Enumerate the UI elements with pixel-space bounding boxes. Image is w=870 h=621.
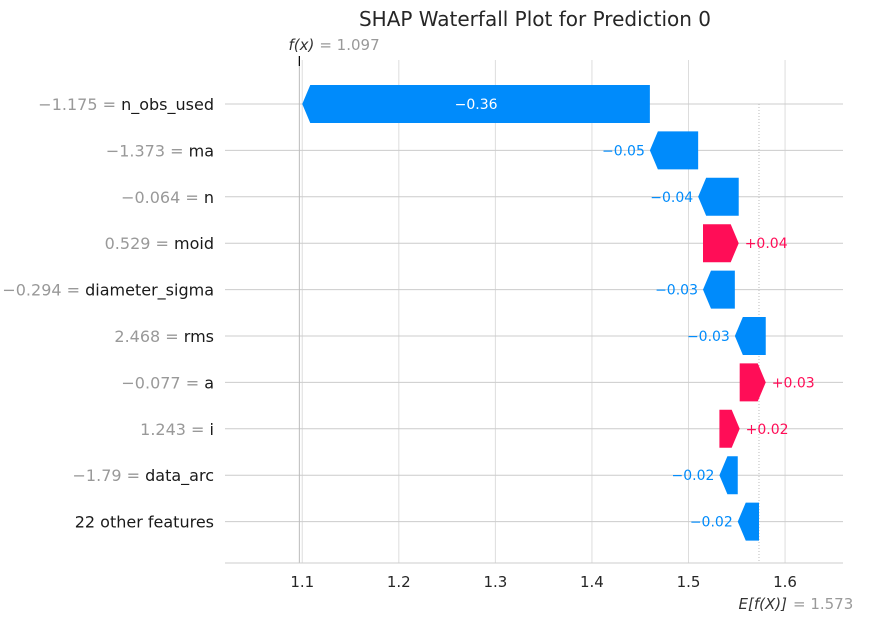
feature-name: rms xyxy=(184,327,214,346)
x-tick-label: 1.5 xyxy=(677,573,701,591)
feature-name: n xyxy=(204,188,214,207)
waterfall-bar-positive xyxy=(719,409,740,448)
efx-value: = 1.573 xyxy=(793,595,853,613)
bar-value-label: +0.04 xyxy=(745,236,788,252)
x-tick-label: 1.2 xyxy=(387,573,411,591)
feature-name: 22 other features xyxy=(75,513,214,532)
feature-value: −1.175 = xyxy=(38,95,121,114)
bars-layer: −0.36 −0.05 −0.04 +0.04 −0.03 −0.03 +0.03 +0.02… xyxy=(302,85,815,541)
x-axis: 1.1 1.2 1.3 1.4 1.5 1.6 xyxy=(225,562,843,591)
feature-label: −0.294 = diameter_sigma xyxy=(2,281,214,301)
feature-value: −0.294 = xyxy=(2,281,85,300)
efx-annotation: E[f(X)] = 1.573 xyxy=(739,595,854,613)
waterfall-bar-negative xyxy=(649,131,699,170)
waterfall-bar-negative xyxy=(719,456,738,495)
feature-name: diameter_sigma xyxy=(85,281,214,301)
chart-title: SHAP Waterfall Plot for Prediction 0 xyxy=(359,7,711,31)
waterfall-bar-positive xyxy=(702,224,739,263)
x-tick-label: 1.6 xyxy=(773,573,797,591)
grid-layer xyxy=(225,60,843,563)
feature-label: 22 other features xyxy=(75,513,214,532)
feature-name: moid xyxy=(174,234,214,253)
fx-label: f(x) xyxy=(288,36,314,54)
x-tick-label: 1.3 xyxy=(483,573,507,591)
feature-label: 1.243 = i xyxy=(140,420,214,439)
feature-label: 2.468 = rms xyxy=(114,327,214,346)
feature-labels-layer: −1.175 = n_obs_used −1.373 = ma −0.064 = n… xyxy=(2,95,214,532)
bar-value-label: −0.02 xyxy=(690,515,733,531)
x-tick-label: 1.4 xyxy=(580,573,604,591)
fx-value: = 1.097 xyxy=(319,36,379,54)
feature-label: −1.79 = data_arc xyxy=(73,466,214,486)
bar-value-label: +0.02 xyxy=(746,422,789,438)
feature-name: data_arc xyxy=(145,466,214,486)
feature-name: i xyxy=(210,420,214,439)
feature-name: a xyxy=(204,373,214,392)
bar-value-label: −0.05 xyxy=(602,143,645,159)
feature-value: 0.529 = xyxy=(105,234,174,253)
feature-label: −0.077 = a xyxy=(121,373,214,392)
bar-value-label: −0.36 xyxy=(455,97,498,113)
feature-value: −0.064 = xyxy=(121,188,204,207)
feature-value: −1.79 = xyxy=(73,466,146,485)
x-tick-label: 1.1 xyxy=(290,573,314,591)
feature-value: 1.243 = xyxy=(140,420,209,439)
feature-name: ma xyxy=(189,141,214,160)
waterfall-bar-negative xyxy=(698,177,739,216)
waterfall-bar-negative xyxy=(737,502,759,541)
bar-value-label: −0.03 xyxy=(655,283,698,299)
feature-label: −1.175 = n_obs_used xyxy=(38,95,214,115)
efx-label: E[f(X)] xyxy=(739,595,788,613)
bar-value-label: −0.02 xyxy=(671,468,714,484)
fx-annotation: f(x) = 1.097 xyxy=(288,36,379,54)
feature-label: −0.064 = n xyxy=(121,188,214,207)
feature-label: 0.529 = moid xyxy=(105,234,214,253)
reference-lines xyxy=(298,56,760,563)
waterfall-bar-negative xyxy=(702,270,735,309)
bar-value-label: +0.03 xyxy=(772,375,815,391)
bar-value-label: −0.03 xyxy=(687,329,730,345)
waterfall-bar-negative xyxy=(302,85,650,123)
feature-value: 2.468 = xyxy=(114,327,183,346)
waterfall-bar-positive xyxy=(739,363,766,402)
waterfall-bar-negative xyxy=(734,317,766,355)
feature-name: n_obs_used xyxy=(121,95,214,115)
feature-value: −1.373 = xyxy=(106,141,189,160)
bar-value-label: −0.04 xyxy=(650,190,693,206)
feature-label: −1.373 = ma xyxy=(106,141,214,160)
feature-value: −0.077 = xyxy=(121,373,204,392)
